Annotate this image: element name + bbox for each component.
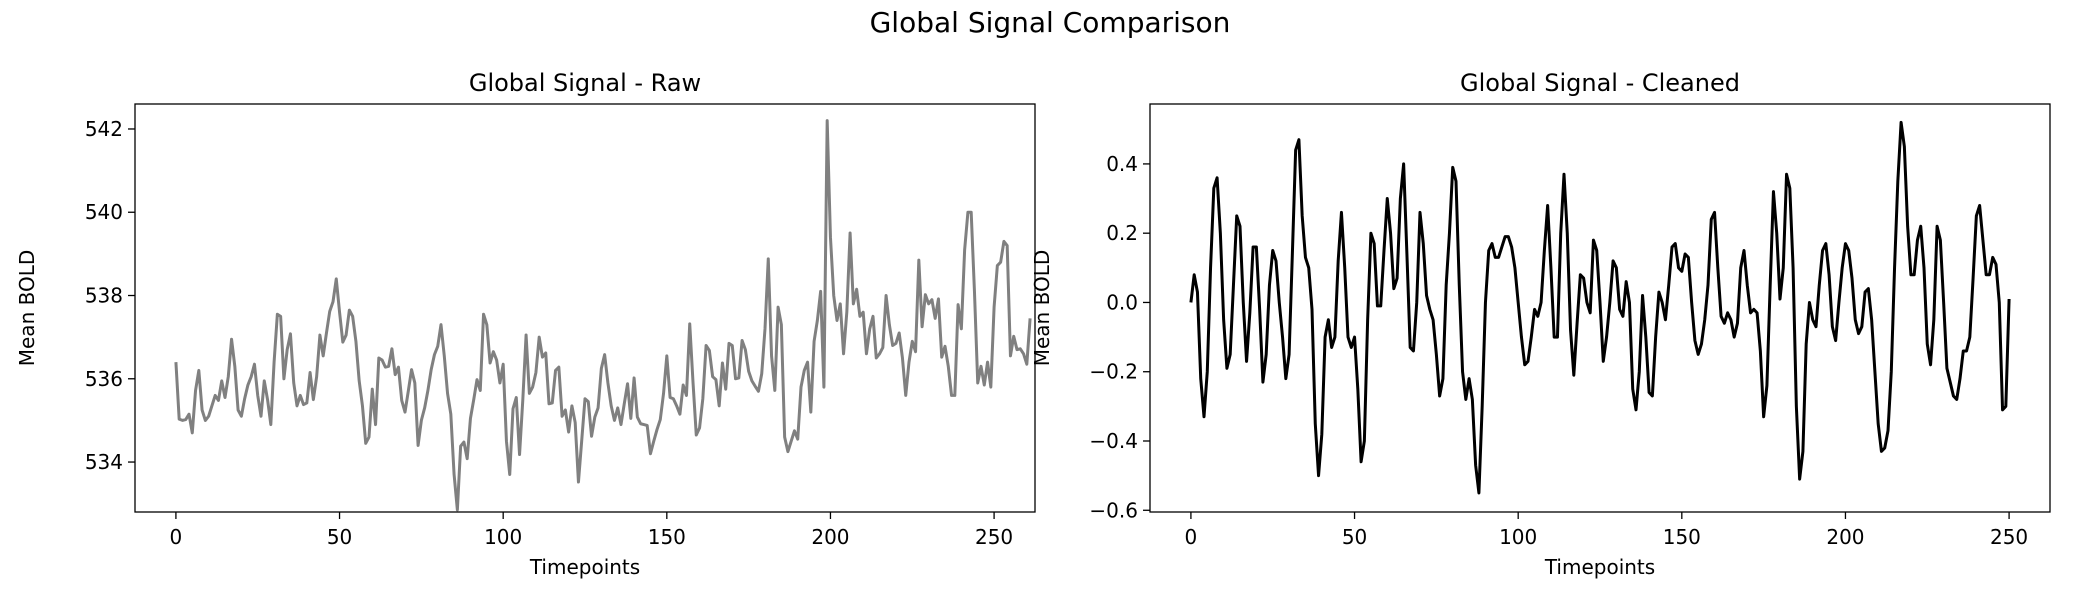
- series-line-0: [1189, 120, 2011, 495]
- x-tick-label: 0: [170, 525, 183, 549]
- x-tick-label: 50: [327, 525, 352, 549]
- x-tick-label: 250: [975, 525, 1013, 549]
- y-tick-label: 534: [85, 450, 123, 474]
- y-axis-label: Mean BOLD: [15, 250, 39, 367]
- figure-suptitle: Global Signal Comparison: [869, 6, 1231, 39]
- y-tick-label: −0.2: [1089, 360, 1138, 384]
- plot-frame: [134, 103, 1036, 513]
- x-tick-label: 100: [484, 525, 522, 549]
- cleaned-signal-chart: Global Signal - Cleaned 0 50 100 150 200 250 −0…: [1030, 69, 2051, 579]
- x-tick-label: 200: [811, 525, 849, 549]
- series-line-0: [174, 119, 1032, 512]
- x-tick-label: 150: [1663, 525, 1701, 549]
- plot-frame: [1149, 103, 2051, 513]
- y-tick-label: 540: [85, 200, 123, 224]
- raw-signal-chart: Global Signal - Raw 0 50 100 150 200 250 534 536…: [15, 69, 1036, 579]
- x-tick-label: 150: [648, 525, 686, 549]
- y-tick-label: −0.4: [1089, 429, 1138, 453]
- y-tick-label: 536: [85, 367, 123, 391]
- y-tick-label: 538: [85, 284, 123, 308]
- x-tick-label: 50: [1342, 525, 1367, 549]
- y-axis-label: Mean BOLD: [1030, 250, 1054, 367]
- y-tick-label: 0.4: [1106, 152, 1138, 176]
- x-tick-label: 100: [1499, 525, 1537, 549]
- y-tick-label: 542: [85, 117, 123, 141]
- x-axis-label: Timepoints: [1544, 555, 1655, 579]
- y-tick-label: 0.0: [1106, 290, 1138, 314]
- x-tick-label: 0: [1185, 525, 1198, 549]
- y-tick-label: 0.2: [1106, 221, 1138, 245]
- x-tick-label: 200: [1826, 525, 1864, 549]
- chart-title: Global Signal - Cleaned: [1460, 69, 1740, 97]
- x-tick-label: 250: [1990, 525, 2028, 549]
- chart-title: Global Signal - Raw: [469, 69, 701, 97]
- y-tick-label: −0.6: [1089, 498, 1138, 522]
- x-axis-label: Timepoints: [529, 555, 640, 579]
